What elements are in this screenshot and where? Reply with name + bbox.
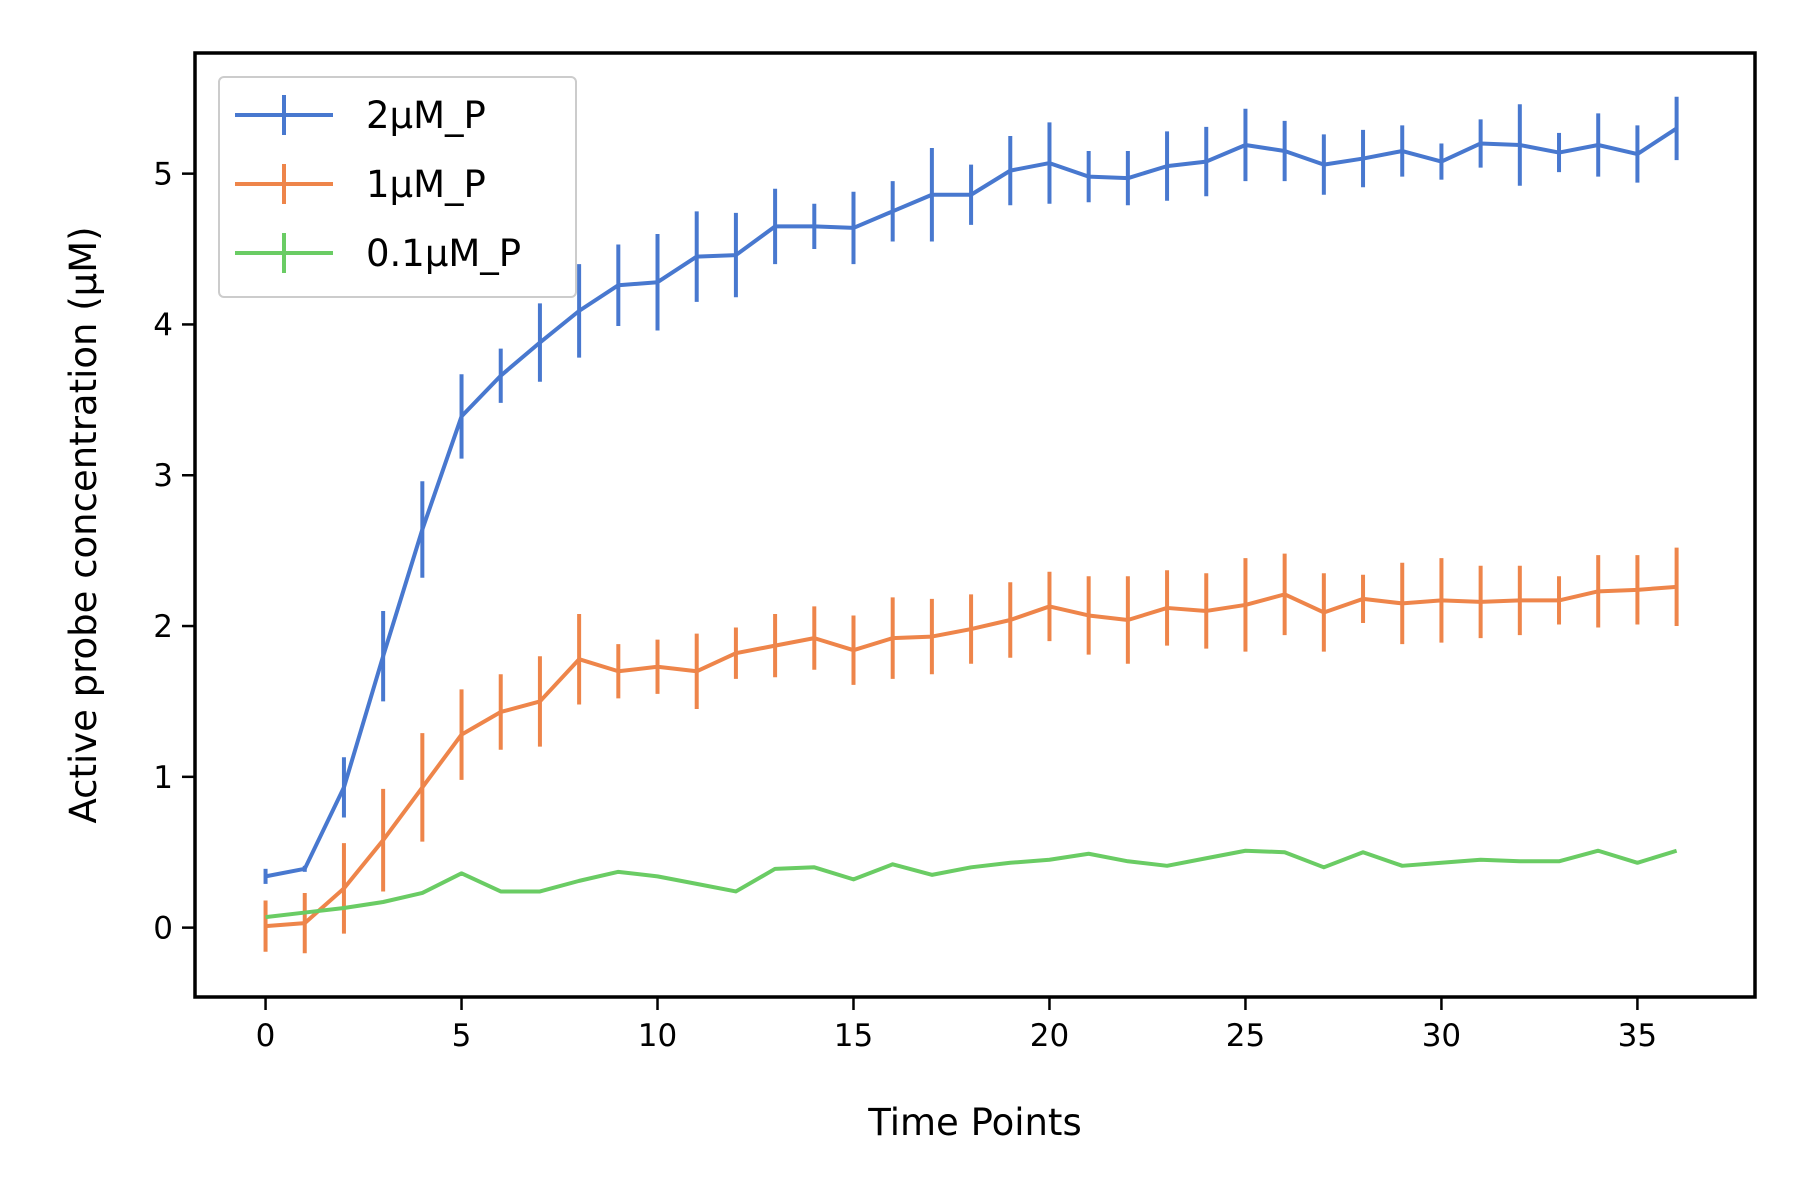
x-tick-label: 30 xyxy=(1422,1018,1461,1054)
x-tick-label: 20 xyxy=(1030,1018,1069,1054)
legend-label: 0.1μM_P xyxy=(366,232,521,275)
legend-entry: 2μM_P xyxy=(235,94,486,137)
legend: 2μM_P 1μM_P 0.1μM_P xyxy=(218,76,577,298)
y-tick-label: 2 xyxy=(153,609,173,645)
series-1 xyxy=(263,547,1679,954)
y-tick-label: 3 xyxy=(153,458,173,494)
y-tick-label: 0 xyxy=(153,911,173,947)
x-tick-label: 25 xyxy=(1226,1018,1265,1054)
series-line xyxy=(265,126,1678,879)
plot-frame xyxy=(193,51,1757,999)
y-tick-label: 4 xyxy=(153,307,173,343)
x-tick-label: 10 xyxy=(638,1018,677,1054)
x-axis-title: Time Points xyxy=(867,1101,1081,1144)
legend-label: 2μM_P xyxy=(366,94,486,137)
legend-entry: 0.1μM_P xyxy=(235,232,521,275)
axes-layer: 0 5 10 15 20 25 30 35 0 1 2 3 4 5 xyxy=(153,51,1757,1054)
series-2 xyxy=(265,848,1678,920)
legend-box xyxy=(218,76,577,298)
y-tick-label: 1 xyxy=(153,760,173,796)
x-tick-label: 15 xyxy=(834,1018,873,1054)
x-tick-label: 35 xyxy=(1618,1018,1657,1054)
y-axis-title: Active probe concentration (μM) xyxy=(62,226,105,823)
y-tick-label: 5 xyxy=(153,157,173,193)
series-line xyxy=(265,584,1677,929)
legend-entry: 1μM_P xyxy=(235,163,486,206)
x-tick-label: 0 xyxy=(256,1018,276,1054)
series-0 xyxy=(263,96,1679,884)
x-tick-label: 5 xyxy=(452,1018,472,1054)
legend-label: 1μM_P xyxy=(366,163,486,206)
series-layer xyxy=(263,96,1679,954)
series-line xyxy=(265,848,1678,920)
